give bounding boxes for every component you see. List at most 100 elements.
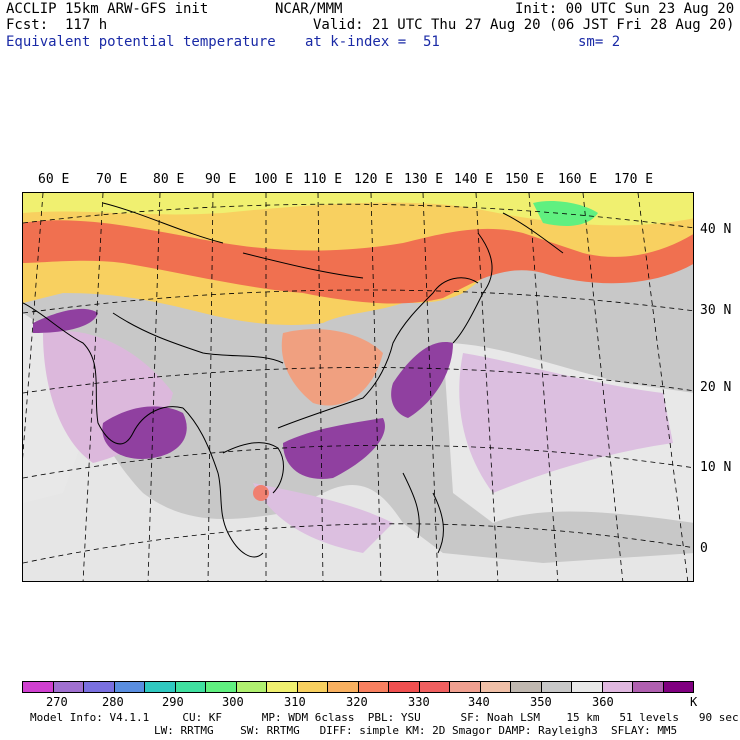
colorbar-swatch — [206, 682, 237, 692]
lon-label: 70 E — [96, 172, 128, 187]
organization-label: NCAR/MMM — [275, 1, 343, 17]
colorbar-label: 360 — [592, 695, 614, 709]
forecast-hour: Fcst: 117 h — [6, 17, 108, 33]
colorbar-unit: K — [690, 695, 698, 709]
lon-label: 150 E — [505, 172, 545, 187]
lon-label: 100 E — [254, 172, 294, 187]
lon-line — [422, 193, 439, 581]
field-light-purple-pacific — [459, 353, 673, 493]
map-canvas — [23, 193, 693, 581]
lon-line — [207, 193, 214, 581]
colorbar-swatch — [84, 682, 115, 692]
colorbar-label: 270 — [46, 695, 68, 709]
coast-korea-japan — [452, 232, 493, 344]
field-name: Equivalent potential temperature — [6, 34, 276, 50]
coast-philippines — [402, 472, 444, 554]
colorbar-swatch — [114, 682, 145, 692]
lon-label: 130 E — [404, 172, 444, 187]
field-dark-purple-bay — [102, 406, 187, 459]
lon-line — [82, 193, 104, 581]
lon-line — [637, 193, 689, 581]
lon-line — [317, 193, 324, 581]
colorbar-swatch — [633, 682, 664, 692]
colorbar-swatch — [328, 682, 359, 692]
lat-line-0 — [23, 523, 693, 564]
graticule — [23, 193, 693, 581]
field-salmon-china — [281, 329, 383, 406]
lat-label: 40 N — [700, 222, 732, 237]
field-dark-purple-arabia — [33, 308, 98, 333]
colorbar-swatch — [480, 682, 511, 692]
coast-sakhalin — [502, 212, 564, 254]
lon-line — [582, 193, 624, 581]
lon-line — [23, 193, 44, 459]
colorbar-label: 340 — [468, 695, 490, 709]
colorbar-label: 300 — [222, 695, 244, 709]
map-panel — [22, 192, 694, 582]
colorbar-swatch — [358, 682, 389, 692]
lat-line-10 — [23, 444, 693, 479]
coast-india — [23, 302, 184, 445]
lat-line-30 — [23, 289, 693, 314]
border-north — [102, 202, 364, 279]
coast-indochina — [222, 442, 284, 494]
colorbar-swatch — [419, 682, 450, 692]
colorbar-label: 350 — [530, 695, 552, 709]
colorbar-swatch — [663, 682, 693, 692]
lon-line — [370, 193, 382, 581]
field-light-grey — [23, 373, 693, 581]
colorbar-swatch — [236, 682, 267, 692]
colorbar-label: 280 — [102, 695, 124, 709]
lon-label: 80 E — [153, 172, 185, 187]
lat-label: 20 N — [700, 380, 732, 395]
lon-line — [475, 193, 499, 581]
field-yellow-north — [23, 193, 693, 226]
lon-label: 110 E — [303, 172, 343, 187]
lon-line — [528, 193, 559, 581]
lon-label: 170 E — [614, 172, 654, 187]
smoothing-value: sm= 2 — [578, 34, 621, 50]
field-dark-purple-scs — [283, 418, 385, 479]
colorbar-label: 310 — [284, 695, 306, 709]
model-title: ACCLIP 15km ARW-GFS init — [6, 1, 209, 17]
lat-label: 30 N — [700, 303, 732, 318]
level-index: at k-index = 51 — [305, 34, 440, 50]
colorbar-swatch — [297, 682, 328, 692]
lon-label: 160 E — [558, 172, 598, 187]
colorbar-swatch — [572, 682, 603, 692]
lat-label: 0 — [700, 541, 708, 556]
colorbar-swatch — [175, 682, 206, 692]
lon-label: 120 E — [354, 172, 394, 187]
field-red — [23, 220, 693, 304]
field-light-purple-south — [253, 483, 393, 553]
colorbar-swatch — [23, 682, 54, 692]
colorbar-swatch — [602, 682, 633, 692]
lon-label: 140 E — [454, 172, 494, 187]
colorbar-label: 320 — [346, 695, 368, 709]
colorbar-swatch — [145, 682, 176, 692]
lon-label: 60 E — [38, 172, 70, 187]
field-spot-cambodia — [253, 485, 269, 501]
physics-info: LW: RRTMG SW: RRTMG DIFF: simple KM: 2D … — [154, 724, 678, 737]
colorbar-swatch — [53, 682, 84, 692]
colorbar-label: 290 — [162, 695, 184, 709]
colorbar-swatch — [267, 682, 298, 692]
model-info: Model Info: V4.1.1 CU: KF MP: WDM 6class… — [30, 711, 739, 724]
init-time: Init: 00 UTC Sun 23 Aug 20 — [515, 1, 735, 17]
colorbar-swatch — [541, 682, 572, 692]
colorbar-swatch — [389, 682, 420, 692]
coast-china — [277, 277, 479, 429]
valid-time: Valid: 21 UTC Thu 27 Aug 20 (06 JST Fri … — [313, 17, 735, 33]
lat-label: 10 N — [700, 460, 732, 475]
field-dark-purple-philippine — [391, 342, 453, 418]
lon-line — [147, 193, 161, 581]
colorbar-swatch — [511, 682, 542, 692]
coastlines — [23, 202, 564, 558]
lat-line-20 — [23, 367, 693, 394]
coast-burma-malaya — [182, 407, 264, 558]
colorbar-label: 330 — [408, 695, 430, 709]
lon-label: 90 E — [205, 172, 237, 187]
colorbar-swatch — [450, 682, 481, 692]
border-himalaya — [112, 312, 284, 364]
lat-line-40 — [23, 203, 693, 229]
